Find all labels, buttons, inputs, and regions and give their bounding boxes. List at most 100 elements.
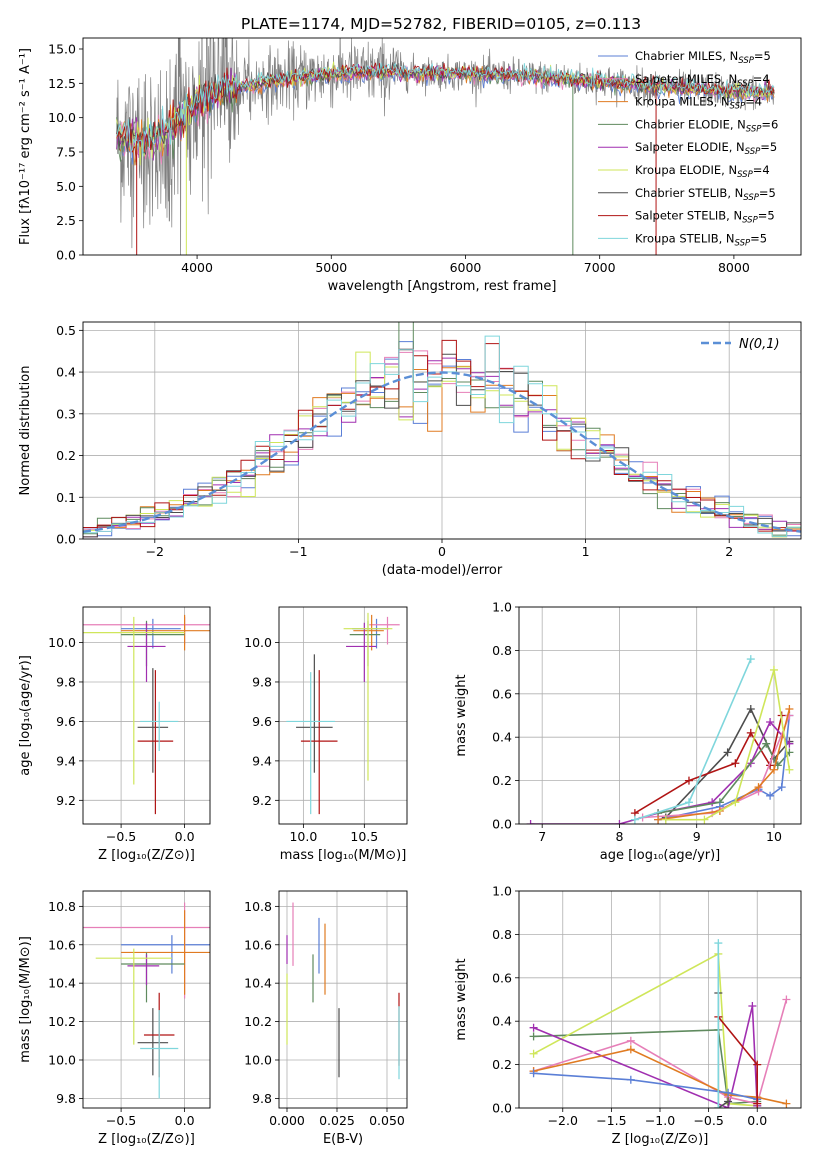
x-axis-label: Z [log₁₀(Z/Z⊙)] — [98, 1132, 195, 1147]
y-tick-label: 10.0 — [244, 1052, 272, 1067]
mass-weight-marker — [529, 1032, 538, 1041]
mass-weight-marker — [762, 739, 771, 748]
mass-weight-marker — [782, 1099, 791, 1108]
mass-weight-marker — [731, 759, 740, 768]
y-tick-label: 1.0 — [492, 884, 512, 899]
y-tick-label: 0.0 — [492, 1101, 512, 1116]
legend-entry: N(0,1) — [739, 337, 780, 352]
y-tick-label: 10.0 — [48, 635, 76, 650]
y-tick-label: 0.1 — [56, 490, 76, 505]
y-tick-label: 0.6 — [492, 970, 512, 985]
y-tick-label: 9.2 — [252, 793, 272, 808]
mass-weight-marker — [714, 939, 723, 948]
x-tick-label: 4000 — [181, 260, 213, 275]
y-tick-label: 9.6 — [252, 714, 272, 729]
x-tick-label: 5000 — [315, 260, 347, 275]
errorbar-point — [137, 668, 169, 773]
x-tick-label: 0.0 — [747, 1113, 767, 1128]
plot-area — [116, 38, 775, 255]
plot-area — [529, 939, 791, 1108]
y-tick-label: 0.0 — [56, 532, 76, 547]
x-tick-label: −0.5 — [106, 829, 136, 844]
y-tick-label: 12.5 — [48, 76, 76, 91]
errorbar-point — [137, 1008, 169, 1076]
mass-weight-marker — [746, 704, 755, 713]
residual-histogram — [83, 365, 801, 538]
errorbar-point — [121, 935, 210, 974]
y-tick-label: 10.0 — [244, 635, 272, 650]
legend-entry: Salpeter MILES, NSSP=4 — [635, 72, 770, 89]
x-tick-label: 6000 — [450, 260, 482, 275]
mass-weight-marker — [626, 1045, 635, 1054]
y-tick-label: 0.4 — [492, 730, 512, 745]
y-tick-label: 0.8 — [492, 643, 512, 658]
mass-weight-marker — [753, 1099, 762, 1108]
y-axis-label: mass [log₁₀(M/M⊙)] — [18, 936, 33, 1063]
x-tick-label: 0 — [438, 544, 446, 559]
x-tick-label: −2 — [146, 544, 164, 559]
x-axis-label: E(B-V) — [323, 1132, 363, 1147]
y-tick-label: 5.0 — [56, 179, 76, 194]
y-tick-label: 7.5 — [56, 144, 76, 159]
y-tick-label: 9.6 — [56, 714, 76, 729]
y-tick-label: 10.4 — [48, 976, 76, 991]
x-tick-label: 2 — [725, 544, 733, 559]
x-tick-label: 0.000 — [269, 1113, 305, 1128]
y-tick-label: 0.4 — [56, 365, 76, 380]
y-axis-label: Flux [fλ10⁻¹⁷ erg cm⁻² s⁻¹ A⁻¹] — [18, 48, 33, 245]
legend-entry: Chabrier ELODIE, NSSP=6 — [635, 117, 778, 134]
panel-age-vs-Z: −0.5 0.0 9.2 9.4 9.6 9.8 10.0 Z [log₁₀(Z/Z⊙)] ag… — [18, 606, 211, 863]
y-axis-label: mass weight — [454, 958, 469, 1040]
x-tick-label: 0.0 — [175, 829, 195, 844]
y-tick-label: 10.0 — [48, 1052, 76, 1067]
mass-weight-marker — [626, 1075, 635, 1084]
y-tick-label: 0.2 — [492, 1057, 512, 1072]
x-tick-label: 0.0 — [175, 1113, 195, 1128]
figure-title: PLATE=1174, MJD=52782, FIBERID=0105, z=0… — [241, 15, 641, 33]
legend-entry: Salpeter STELIB, NSSP=5 — [635, 209, 775, 226]
errorbar-point — [369, 616, 400, 645]
y-tick-label: 1.0 — [492, 600, 512, 615]
mass-weight-line — [533, 952, 758, 1107]
y-tick-label: 9.4 — [252, 753, 272, 768]
mass-weight-marker — [769, 665, 778, 674]
errorbar-point — [137, 670, 174, 815]
residual-histogram — [83, 351, 801, 538]
y-axis-label: mass weight — [454, 674, 469, 756]
mass-weight-marker — [746, 728, 755, 737]
legend-entry: Kroupa ELODIE, NSSP=4 — [635, 163, 770, 180]
mass-weight-marker — [529, 1069, 538, 1078]
x-tick-label: 10.5 — [350, 829, 378, 844]
y-tick-label: 0.6 — [492, 686, 512, 701]
axes-frame — [278, 890, 408, 1109]
y-tick-label: 9.8 — [252, 1091, 272, 1106]
errorbar-point — [83, 616, 185, 785]
mass-weight-marker — [684, 776, 693, 785]
panel-residuals: −2 −1 0 1 2 0.0 0.1 0.2 0.3 0.4 0.5 (data-model)/er… — [18, 321, 802, 578]
errorbar-point — [140, 1010, 179, 1099]
panel-mass-vs-Z: −0.5 0.0 9.8 10.0 10.2 10.4 10.6 10.8 Z [log₁₀(Z… — [18, 890, 211, 1147]
y-tick-label: 0.8 — [492, 927, 512, 942]
x-tick-label: −0.5 — [106, 1113, 136, 1128]
x-tick-label: −1.5 — [596, 1113, 626, 1128]
mass-weight-line — [533, 1005, 758, 1108]
mass-weight-marker — [769, 765, 778, 774]
x-tick-label: 0.050 — [369, 1113, 405, 1128]
errorbar-point — [296, 654, 333, 773]
x-axis-label: Z [log₁₀(Z/Z⊙)] — [98, 848, 195, 863]
y-axis-label: Normed distribution — [18, 366, 33, 496]
axes-frame — [82, 890, 211, 1109]
y-tick-label: 10.6 — [244, 937, 272, 952]
y-tick-label: 9.2 — [56, 793, 76, 808]
x-axis-label: (data-model)/error — [382, 563, 503, 578]
errorbar-point — [95, 948, 172, 1045]
legend-entry: Chabrier STELIB, NSSP=5 — [635, 186, 776, 203]
panel-mass-weight-vs-Z: −2.0 −1.5 −1.0 −0.5 0.0 0.0 0.2 0.4 0.6 0.8 1.0 Z [… — [454, 884, 802, 1147]
mass-weight-marker — [626, 1036, 635, 1045]
y-tick-label: 0.4 — [492, 1014, 512, 1029]
mass-weight-marker — [654, 815, 663, 824]
normal-reference-curve — [83, 371, 801, 533]
errorbar-point — [127, 954, 160, 986]
panel-mass-vs-EBV: 0.000 0.025 0.050 9.8 10.0 10.2 10.4 10.6 10.8 E(… — [244, 890, 408, 1147]
